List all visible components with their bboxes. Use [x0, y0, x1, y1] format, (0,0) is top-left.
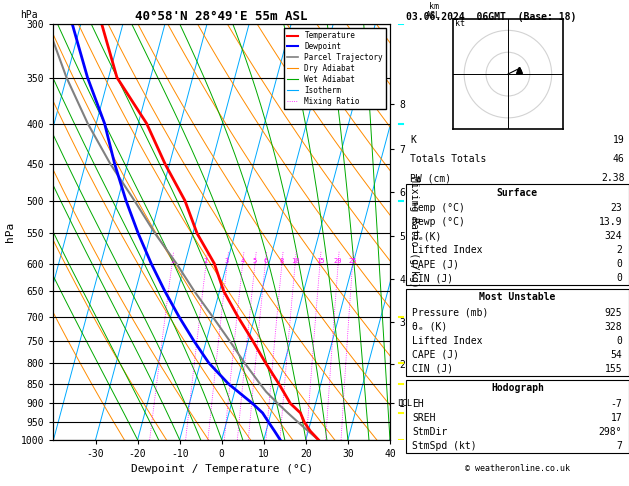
Text: 0: 0 — [616, 259, 622, 269]
Text: Hodograph: Hodograph — [491, 383, 544, 393]
Text: 0: 0 — [616, 336, 622, 346]
Y-axis label: Mixing Ratio (g/kg): Mixing Ratio (g/kg) — [409, 176, 419, 288]
Text: 925: 925 — [604, 308, 622, 318]
Text: θₑ (K): θₑ (K) — [413, 322, 448, 332]
Text: 46: 46 — [613, 154, 625, 164]
Text: 5: 5 — [253, 258, 257, 263]
Text: 15: 15 — [316, 258, 324, 263]
Text: Lifted Index: Lifted Index — [413, 245, 483, 255]
Text: hPa: hPa — [20, 10, 38, 20]
Text: LCL: LCL — [397, 399, 412, 408]
Text: 17: 17 — [611, 413, 622, 423]
Text: Lifted Index: Lifted Index — [413, 336, 483, 346]
Text: 2: 2 — [204, 258, 208, 263]
Text: 328: 328 — [604, 322, 622, 332]
Text: Dewp (°C): Dewp (°C) — [413, 217, 465, 227]
Text: 13.9: 13.9 — [599, 217, 622, 227]
Text: 7: 7 — [616, 441, 622, 451]
Text: StmDir: StmDir — [413, 427, 448, 437]
Text: 2.38: 2.38 — [601, 173, 625, 183]
Text: km
ASL: km ASL — [426, 2, 441, 20]
Text: 10: 10 — [291, 258, 299, 263]
X-axis label: Dewpoint / Temperature (°C): Dewpoint / Temperature (°C) — [131, 465, 313, 474]
Text: CAPE (J): CAPE (J) — [413, 259, 459, 269]
Text: 0: 0 — [616, 273, 622, 283]
Text: 19: 19 — [613, 136, 625, 145]
Text: 2: 2 — [616, 245, 622, 255]
Text: 8: 8 — [280, 258, 284, 263]
Text: 20: 20 — [334, 258, 342, 263]
Text: CIN (J): CIN (J) — [413, 364, 454, 374]
Text: 3: 3 — [225, 258, 230, 263]
Text: CAPE (J): CAPE (J) — [413, 350, 459, 360]
Legend: Temperature, Dewpoint, Parcel Trajectory, Dry Adiabat, Wet Adiabat, Isotherm, Mi: Temperature, Dewpoint, Parcel Trajectory… — [284, 28, 386, 109]
Text: Most Unstable: Most Unstable — [479, 292, 555, 302]
Bar — [406, 380, 629, 453]
Text: K: K — [410, 136, 416, 145]
Bar — [406, 289, 629, 376]
Text: SREH: SREH — [413, 413, 436, 423]
Text: 324: 324 — [604, 231, 622, 241]
Text: Pressure (mb): Pressure (mb) — [413, 308, 489, 318]
Text: 23: 23 — [611, 203, 622, 213]
Text: EH: EH — [413, 399, 424, 409]
Text: 4: 4 — [240, 258, 245, 263]
Title: 40°58'N 28°49'E 55m ASL: 40°58'N 28°49'E 55m ASL — [135, 10, 308, 23]
Bar — [406, 184, 629, 285]
Text: 1: 1 — [170, 258, 174, 263]
Text: 6: 6 — [263, 258, 267, 263]
Text: 54: 54 — [611, 350, 622, 360]
Text: 25: 25 — [348, 258, 357, 263]
Text: -7: -7 — [611, 399, 622, 409]
Text: PW (cm): PW (cm) — [410, 173, 451, 183]
Text: © weatheronline.co.uk: © weatheronline.co.uk — [465, 464, 570, 473]
Text: StmSpd (kt): StmSpd (kt) — [413, 441, 477, 451]
Text: kt: kt — [455, 19, 465, 28]
Text: Surface: Surface — [497, 188, 538, 198]
Text: Totals Totals: Totals Totals — [410, 154, 487, 164]
Y-axis label: hPa: hPa — [6, 222, 15, 242]
Text: CIN (J): CIN (J) — [413, 273, 454, 283]
Text: 298°: 298° — [599, 427, 622, 437]
Text: Temp (°C): Temp (°C) — [413, 203, 465, 213]
Text: 155: 155 — [604, 364, 622, 374]
Text: θₑ(K): θₑ(K) — [413, 231, 442, 241]
Text: 03.06.2024  06GMT  (Base: 18): 03.06.2024 06GMT (Base: 18) — [406, 12, 576, 22]
